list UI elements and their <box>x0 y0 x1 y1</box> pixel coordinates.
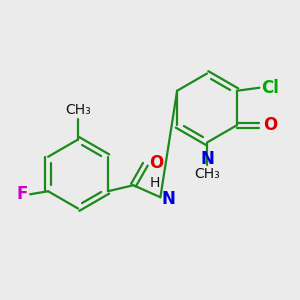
Text: CH₃: CH₃ <box>65 103 91 117</box>
Text: H: H <box>149 176 160 190</box>
Text: O: O <box>149 154 163 172</box>
Text: CH₃: CH₃ <box>194 167 220 181</box>
Text: N: N <box>200 150 214 168</box>
Text: F: F <box>16 185 28 203</box>
Text: Cl: Cl <box>261 79 279 97</box>
Text: O: O <box>263 116 277 134</box>
Text: N: N <box>162 190 176 208</box>
